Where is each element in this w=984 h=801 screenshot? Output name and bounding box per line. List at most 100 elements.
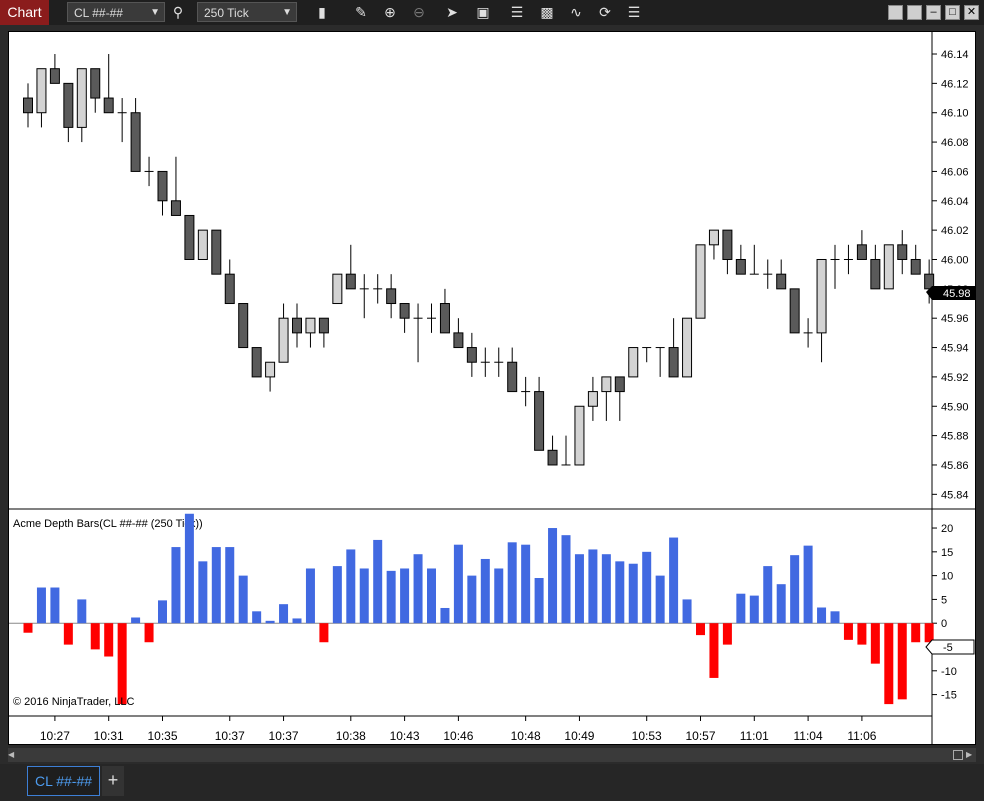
- horizontal-scrollbar[interactable]: ◀ ▶: [8, 748, 976, 762]
- depth-bar: [332, 566, 342, 624]
- last-price-label: 45.98: [943, 288, 971, 300]
- depth-bar: [292, 618, 302, 624]
- depth-bar: [400, 568, 410, 624]
- zoom-out-icon[interactable]: ⊖: [413, 4, 425, 20]
- pencil-icon[interactable]: ✎: [355, 4, 367, 20]
- time-tick-label: 10:37: [215, 729, 245, 743]
- depth-bar: [279, 604, 289, 624]
- candle-body: [735, 258, 746, 275]
- depth-bar: [924, 623, 934, 643]
- price-tick-label: 45.90: [941, 401, 969, 413]
- indicator-tick-label: 5: [941, 594, 947, 606]
- depth-bar: [90, 623, 100, 650]
- depth-bar: [211, 547, 221, 624]
- scroll-thumb[interactable]: [953, 750, 963, 760]
- tab-instrument[interactable]: CL ##-##: [27, 766, 100, 796]
- candle-body: [103, 97, 114, 114]
- depth-bar: [601, 554, 611, 624]
- strategies-icon[interactable]: ▩: [540, 4, 554, 20]
- indicators-icon[interactable]: ∿: [570, 4, 582, 20]
- time-tick-label: 10:53: [632, 729, 662, 743]
- depth-bar: [198, 561, 208, 624]
- magnifier-icon[interactable]: ⚲: [172, 4, 184, 20]
- candle-body: [466, 347, 477, 363]
- depth-bar: [440, 607, 450, 624]
- depth-bar: [642, 551, 652, 624]
- chart-trader-icon[interactable]: ☰: [510, 4, 524, 20]
- properties-icon[interactable]: ☰: [627, 4, 641, 20]
- add-tab-button[interactable]: +: [102, 766, 124, 796]
- chart-label: Chart: [0, 0, 49, 25]
- candle-body: [628, 347, 639, 378]
- indicator-tick-label: 0: [941, 618, 947, 630]
- price-tick-label: 45.94: [941, 343, 969, 355]
- time-tick-label: 11:06: [847, 729, 876, 743]
- depth-bar: [23, 623, 33, 633]
- price-tick-label: 45.88: [941, 431, 969, 443]
- maximize-icon[interactable]: □: [945, 5, 960, 20]
- candle-body: [197, 229, 208, 260]
- depth-bar: [870, 623, 880, 664]
- scroll-left-icon[interactable]: ◀: [8, 750, 15, 759]
- depth-bar: [548, 528, 558, 624]
- depth-bar: [897, 623, 907, 700]
- depth-bar: [319, 623, 329, 643]
- candle-body: [292, 317, 302, 334]
- depth-bar: [682, 599, 692, 624]
- last-price-marker: 45.98: [926, 286, 979, 300]
- pointer-icon[interactable]: ➤: [446, 4, 458, 20]
- price-tick-label: 46.10: [941, 108, 969, 120]
- data-box-icon[interactable]: ▣: [476, 4, 490, 20]
- depth-bar: [709, 623, 719, 678]
- depth-bar: [104, 623, 114, 657]
- candle-body: [130, 112, 141, 172]
- depth-bar: [722, 623, 732, 645]
- candle-body: [76, 68, 87, 128]
- time-tick-label: 11:01: [740, 729, 769, 743]
- depth-bar: [857, 623, 867, 645]
- candle-body: [897, 244, 908, 260]
- price-tick-label: 46.02: [941, 225, 969, 237]
- candle-body: [386, 288, 397, 305]
- instrument-value: CL ##-##: [74, 6, 123, 20]
- candle-body: [668, 347, 679, 378]
- time-tick-label: 10:46: [443, 729, 473, 743]
- depth-bar: [480, 558, 490, 624]
- candle-body: [870, 258, 881, 290]
- refresh-icon[interactable]: ⟳: [599, 4, 611, 20]
- depth-bar: [561, 535, 571, 624]
- depth-bar: [171, 547, 181, 624]
- depth-bar: [669, 537, 679, 624]
- candle-body: [789, 288, 800, 334]
- close-icon[interactable]: ✕: [964, 5, 979, 20]
- depth-bar: [386, 570, 396, 624]
- chart-area[interactable]: 46.14 46.12 46.10 46.08 46.06 46.04 46.02 46.00…: [8, 31, 979, 745]
- indicator-axis: 20 15 10 5 0 -5 -10 -15: [932, 523, 957, 702]
- time-tick-label: 10:38: [336, 729, 366, 743]
- toolbar: Chart CL ##-## ▼ ⚲ 250 Tick ▼ ▮ ✎ ⊕ ⊖ ➤ …: [0, 0, 984, 25]
- candle-body: [587, 391, 598, 407]
- depth-bar: [911, 623, 921, 643]
- candle-body: [776, 273, 787, 290]
- minimize-icon[interactable]: –: [926, 5, 941, 20]
- depth-bar: [588, 549, 598, 624]
- chart-canvas[interactable]: 46.14 46.12 46.10 46.08 46.06 46.04 46.02 46.00…: [9, 32, 979, 744]
- depth-bar: [131, 617, 141, 624]
- tile-icon[interactable]: [907, 5, 922, 20]
- candle-body: [224, 273, 235, 305]
- tile-icon[interactable]: [888, 5, 903, 20]
- candle-body: [318, 317, 329, 334]
- depth-bar: [252, 611, 262, 624]
- indicator-label: Acme Depth Bars(CL ##-## (250 Tick)): [13, 518, 203, 530]
- interval-selector[interactable]: 250 Tick ▼: [197, 2, 297, 22]
- candle-body: [211, 229, 222, 275]
- depth-bar: [628, 563, 638, 624]
- indicator-tick-label: 20: [941, 523, 953, 535]
- depth-bar: [413, 554, 423, 624]
- zoom-in-icon[interactable]: ⊕: [384, 4, 396, 20]
- bar-type-icon[interactable]: ▮: [318, 4, 326, 20]
- scroll-right-icon[interactable]: ▶: [966, 750, 973, 759]
- instrument-selector[interactable]: CL ##-## ▼: [67, 2, 165, 22]
- depth-bar: [830, 611, 840, 624]
- indicator-tick-label: 10: [941, 571, 953, 583]
